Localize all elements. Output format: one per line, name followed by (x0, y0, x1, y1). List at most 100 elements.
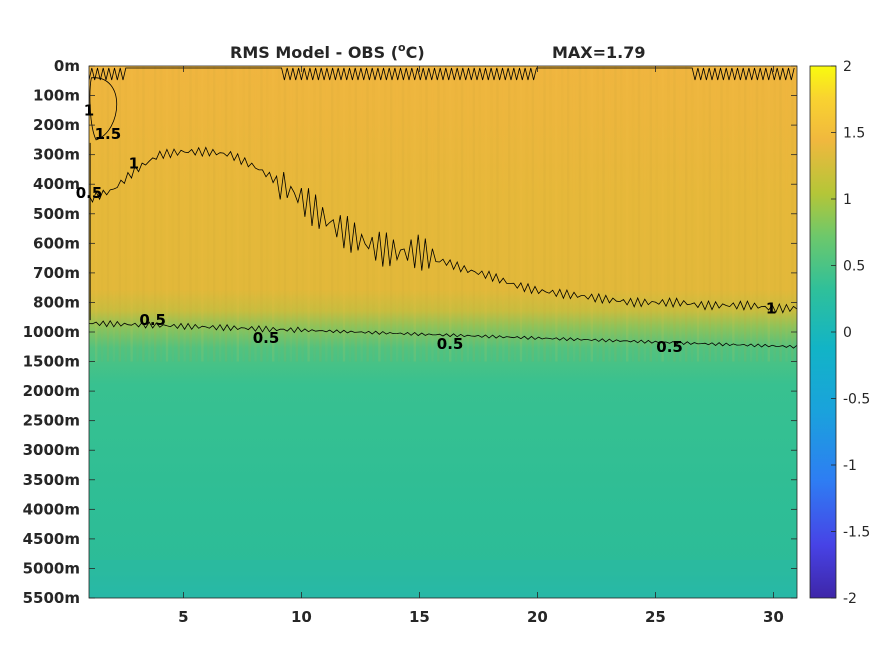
stripe (331, 66, 334, 362)
y-tick-label: 5500m (23, 589, 80, 607)
stripe (230, 66, 234, 362)
stripe (283, 66, 287, 362)
stripe (431, 66, 434, 362)
stripe (443, 66, 446, 362)
stripe (118, 66, 121, 362)
x-tick-label: 30 (763, 608, 784, 626)
stripe (248, 66, 251, 362)
stripe (797, 66, 799, 362)
stripe (596, 66, 599, 362)
x-tick-label: 10 (291, 608, 312, 626)
stripe (319, 66, 322, 362)
stripe (714, 66, 717, 362)
stripe (449, 66, 452, 362)
y-tick-label: 100m (33, 87, 80, 105)
stripe (614, 66, 617, 362)
stripe (755, 66, 759, 362)
stripe (390, 66, 393, 362)
stripe (360, 66, 363, 362)
stripe (667, 66, 670, 362)
stripe (236, 66, 239, 362)
stripe (785, 66, 788, 362)
y-tick-label: 200m (33, 116, 80, 134)
stripe (513, 66, 517, 362)
colorbar-tick-label: -2 (843, 591, 857, 607)
y-tick-label: 300m (33, 146, 80, 164)
stripe (266, 66, 269, 362)
stripe (732, 66, 735, 362)
stripe (726, 66, 729, 362)
y-tick-label: 3000m (23, 441, 80, 459)
stripe (366, 66, 369, 362)
stripe (696, 66, 700, 362)
stripe (584, 66, 588, 362)
stripe (578, 66, 582, 362)
y-tick-label: 2000m (23, 382, 80, 400)
stripe (177, 66, 180, 362)
contour-label: 1 (129, 155, 139, 173)
stripe (708, 66, 711, 362)
stripe (277, 66, 281, 362)
stripe (519, 66, 523, 362)
y-tick-label: 2500m (23, 412, 80, 430)
contour-label: 1 (766, 299, 776, 317)
stripe (407, 66, 411, 362)
contour-label: 0.5 (76, 184, 103, 202)
heatmap-field (89, 66, 797, 598)
stripe (525, 66, 529, 362)
stripe (242, 66, 245, 362)
stripe (508, 66, 511, 362)
stripe (567, 66, 570, 362)
stripe (148, 66, 151, 362)
stripe (336, 66, 340, 362)
stripe (124, 66, 127, 362)
stripe (608, 66, 611, 362)
stripe (195, 66, 198, 362)
stripe (543, 66, 546, 362)
stripe (136, 66, 139, 362)
stripe (419, 66, 422, 362)
colorbar-tick-label: 1 (843, 192, 852, 208)
stripe (537, 66, 540, 362)
stripe (437, 66, 440, 362)
stripe (496, 66, 499, 362)
x-axis: 5 10 15 20 25 30 (178, 66, 784, 626)
contour-label: 1.5 (95, 125, 122, 143)
stripe (354, 66, 357, 362)
colorbar-tick-label: -1 (843, 458, 857, 474)
stripe (531, 66, 534, 362)
stripe (572, 66, 576, 362)
stripe (95, 66, 98, 362)
colorbar-tick-label: -1.5 (843, 525, 870, 541)
stripe (154, 66, 157, 362)
stripe (295, 66, 298, 362)
y-tick-label: 500m (33, 205, 80, 223)
stripe (661, 66, 664, 362)
contour-0-5 (89, 320, 797, 349)
stripe (395, 66, 399, 362)
y-tick-label: 0m (54, 57, 80, 75)
stripe (655, 66, 658, 362)
contour-label: 0.5 (139, 311, 166, 329)
y-tick-label: 1000m (23, 323, 80, 341)
stripe (643, 66, 647, 362)
stripe (502, 66, 505, 362)
stripe (720, 66, 723, 362)
stripe (224, 66, 228, 362)
stripe (637, 66, 641, 362)
stripe (401, 66, 405, 362)
y-tick-label: 700m (33, 264, 80, 282)
stripe (779, 66, 782, 362)
colorbar-tick-label: 0.5 (843, 259, 865, 275)
stripe (413, 66, 416, 362)
stripe (702, 66, 706, 362)
stripe (201, 66, 204, 362)
chart-title: RMS Model - OBS (oC) (230, 41, 425, 62)
stripe (183, 66, 186, 362)
y-tick-label: 4500m (23, 530, 80, 548)
colorbar-tick-label: 1.5 (843, 126, 865, 142)
x-tick-label: 20 (527, 608, 548, 626)
stripe (478, 66, 481, 362)
y-tick-label: 3500m (23, 471, 80, 489)
